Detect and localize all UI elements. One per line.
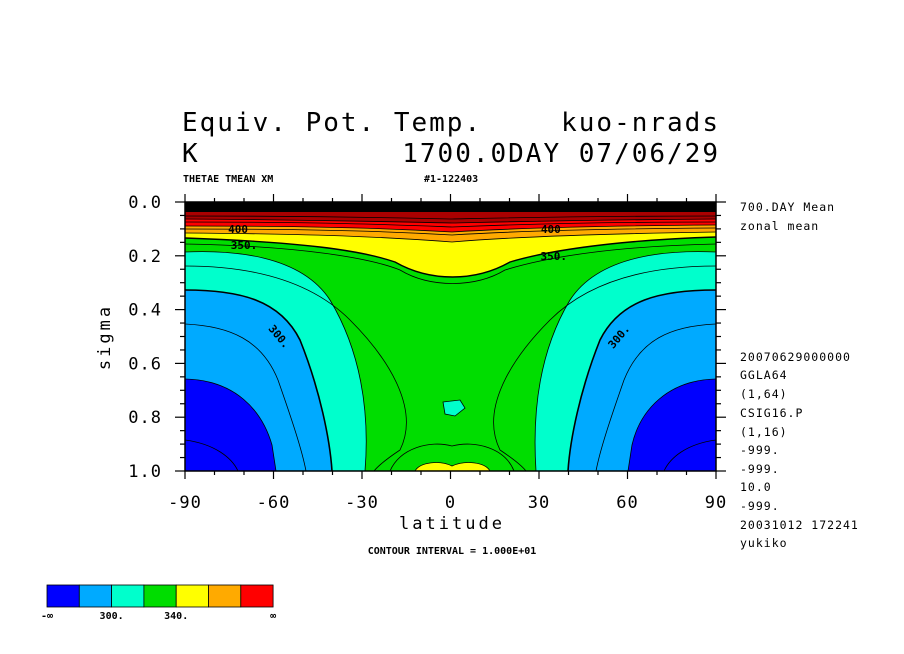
contour-label: 400 (541, 223, 561, 236)
side-info-line: GGLA64 (740, 368, 788, 382)
contour-line (185, 265, 407, 471)
legend-swatch (208, 584, 242, 608)
contour-line (567, 289, 716, 471)
run-id-label: #1-122403 (424, 174, 478, 185)
side-info-line: (1,64) (740, 387, 788, 401)
variable-label: THETAE TMEAN XM (183, 174, 273, 185)
contour-interval-note: CONTOUR INTERVAL = 1.000E+01 (368, 546, 537, 557)
legend-swatch (175, 584, 209, 608)
color-legend: -∞ 300. 340. ∞ (41, 584, 276, 622)
contour-line (185, 231, 716, 243)
side-info-line: (1,16) (740, 425, 788, 439)
legend-swatch (240, 584, 274, 608)
contour-label: 350. (231, 239, 258, 252)
legend-label: ∞ (270, 611, 276, 622)
x-tick-label: -90 (168, 493, 202, 513)
contour-line (185, 289, 333, 471)
y-tick-label: 0.2 (128, 247, 162, 267)
contour-line (185, 323, 307, 471)
y-tick-label: 0.8 (128, 408, 162, 428)
contour-line (185, 236, 716, 278)
contour-line (595, 323, 716, 471)
contour-label: 400 (228, 223, 248, 236)
axis-ticks (175, 194, 726, 479)
contour-line (627, 378, 716, 471)
legend-label: 340. (164, 611, 188, 622)
contour-line (442, 399, 466, 417)
x-tick-label: 60 (616, 493, 638, 513)
contour-line (663, 439, 716, 471)
side-info-line: 700.DAY Mean (740, 200, 835, 214)
y-tick-label: 0.6 (128, 354, 162, 374)
legend-swatch (111, 584, 145, 608)
legend-label: 300. (100, 611, 124, 622)
legend-swatch (143, 584, 177, 608)
contour-line (185, 224, 716, 233)
side-info-line: -999. (740, 443, 780, 457)
x-tick-label: -60 (257, 493, 291, 513)
contour-line (185, 227, 716, 236)
fill-band-below-300-right (628, 379, 716, 471)
contour-line (185, 221, 716, 228)
side-info-line: 20031012 172241 (740, 518, 859, 532)
x-axis-label: latitude (399, 514, 505, 534)
chart-time: 1700.0DAY 07/06/29 (402, 139, 720, 169)
chart-title-left: Equiv. Pot. Temp. (182, 108, 482, 138)
side-info: 700.DAY Mean zonal mean 20070629000000 GGLA… (740, 200, 859, 550)
chart-unit: K (182, 139, 200, 169)
y-tick-label: 0.0 (128, 193, 162, 213)
side-info-line: 10.0 (740, 480, 772, 494)
side-info-line: yukiko (740, 536, 788, 550)
chart-title-right: kuo-nrads (561, 108, 720, 138)
y-tick-label: 0.4 (128, 301, 162, 321)
contour-line (185, 378, 277, 471)
y-tick-label: 1.0 (128, 462, 162, 482)
legend-label: -∞ (41, 611, 53, 622)
contour-line (185, 243, 716, 284)
legend-swatch (78, 584, 113, 608)
fill-band-below-300-left (185, 379, 276, 471)
contour-line (389, 443, 515, 471)
x-tick-label: -30 (345, 493, 379, 513)
side-info-line: -999. (740, 462, 780, 476)
contour-lines (185, 215, 716, 471)
contour-line (185, 251, 367, 471)
y-tick-labels: 0.0 0.2 0.4 0.6 0.8 1.0 (128, 193, 162, 482)
contour-label: 350. (541, 250, 568, 263)
x-tick-label: 90 (705, 493, 727, 513)
x-tick-label: 30 (528, 493, 550, 513)
contour-line (493, 265, 716, 471)
y-axis-label: sigma (95, 304, 115, 370)
side-info-line: zonal mean (740, 219, 819, 233)
contour-line (534, 251, 716, 471)
side-info-line: 20070629000000 (740, 350, 851, 364)
fill-band-top (185, 202, 716, 212)
x-tick-labels: -90 -60 -30 0 30 60 90 (168, 493, 727, 513)
contour-line (185, 218, 716, 224)
contour-line (185, 215, 716, 220)
side-info-line: CSIG16.P (740, 406, 803, 420)
contour-line (185, 439, 239, 471)
legend-swatch (46, 584, 80, 608)
fill-band-350-360-bottom (415, 462, 490, 471)
contour-line (414, 462, 491, 471)
plot-area: 350.350.300. 300.400 400 (185, 202, 716, 471)
x-tick-label: 0 (445, 493, 456, 513)
side-info-line: -999. (740, 499, 780, 513)
